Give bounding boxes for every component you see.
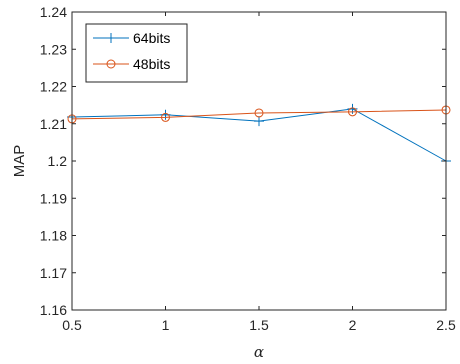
y-tick-label: 1.19 — [40, 190, 67, 206]
y-tick-label: 1.24 — [40, 4, 67, 20]
x-tick-label: 1 — [162, 317, 170, 333]
ticks: 0.5 1 1.5 2 2.5 1.16 1.17 1.18 1.19 1.2 1.21 1.22 1.… — [40, 4, 456, 333]
legend-box — [85, 23, 188, 83]
y-axis-label: MAP — [11, 145, 28, 178]
legend-label-64bits: 64bits — [133, 30, 170, 46]
legend: 64bits 48bits — [85, 23, 188, 83]
x-tick-label: 2 — [349, 317, 357, 333]
y-tick-label: 1.16 — [40, 302, 67, 318]
legend-marker-64bits — [106, 33, 116, 43]
y-tick-label: 1.17 — [40, 265, 67, 281]
x-tick-label: 0.5 — [62, 317, 82, 333]
data-point-48bits — [348, 107, 357, 117]
legend-marker-48bits — [106, 59, 116, 69]
x-tick-label: 1.5 — [249, 317, 269, 333]
y-tick-label: 1.22 — [40, 79, 67, 95]
data-point-48bits — [161, 112, 170, 122]
y-tick-label: 1.21 — [40, 116, 67, 132]
x-axis-label: α — [254, 343, 264, 361]
data-point-64bits — [254, 116, 264, 127]
y-tick-label: 1.2 — [48, 153, 68, 169]
y-tick-label: 1.18 — [40, 228, 67, 244]
series-line-48bits — [71, 109, 447, 120]
y-tick-label: 1.23 — [40, 41, 67, 57]
data-point-48bits — [254, 108, 264, 118]
x-tick-label: 2.5 — [436, 317, 456, 333]
legend-label-48bits: 48bits — [133, 56, 170, 72]
